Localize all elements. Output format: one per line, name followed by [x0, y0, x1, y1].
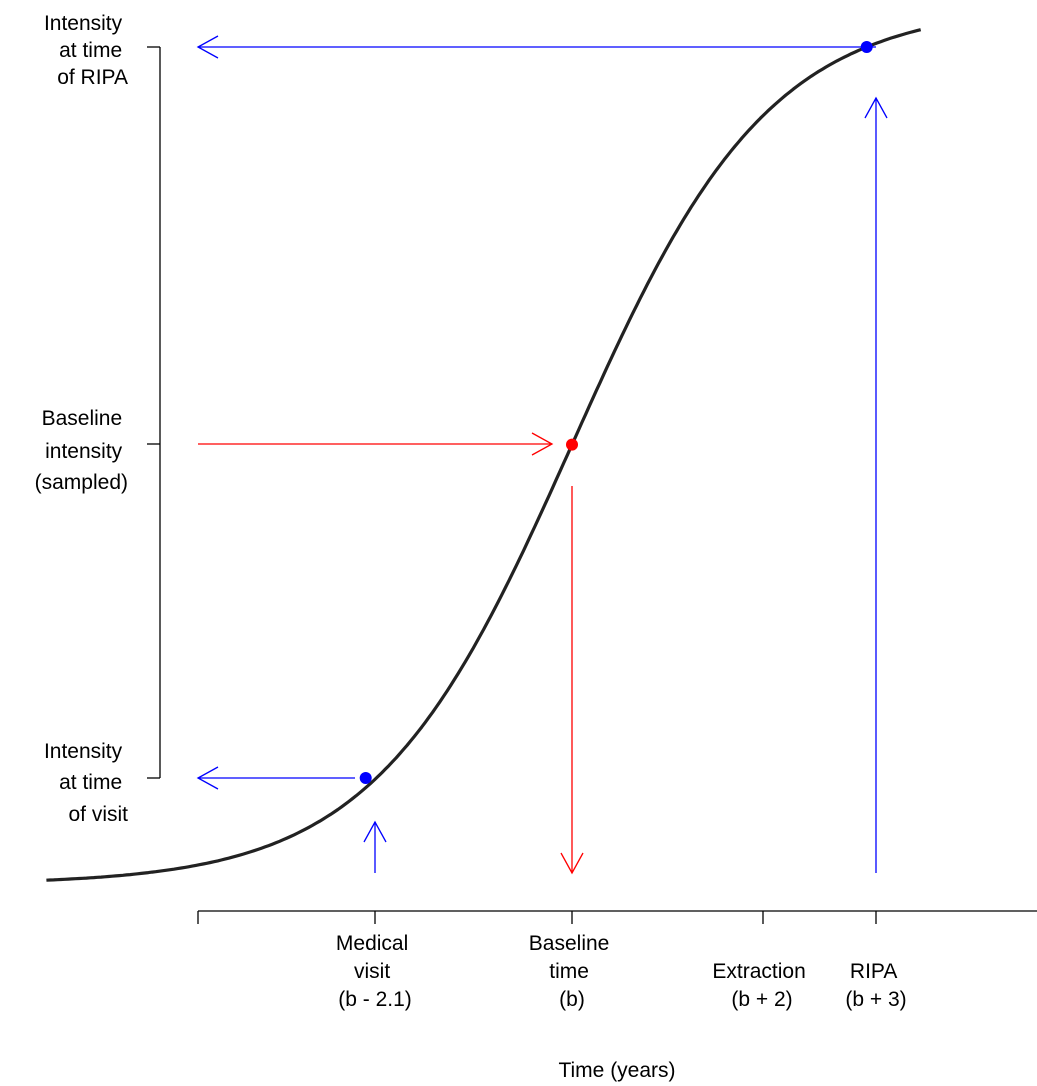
x-tick-label-line: time — [549, 960, 589, 983]
y-tick-label-line: intensity — [45, 440, 123, 463]
y-tick-label-line: of RIPA — [57, 66, 128, 89]
x-axis: Medical visit (b - 2.1) Baseline time (b… — [197, 910, 1037, 1082]
y-tick-label-line: Intensity — [44, 12, 123, 35]
x-tick-label-line: visit — [354, 960, 390, 983]
point-visit — [359, 772, 372, 784]
x-tick-label-line: (b) — [559, 988, 585, 1011]
x-tick-label-line: Baseline — [529, 932, 610, 955]
arrows — [196, 35, 888, 875]
y-tick-label-line: Baseline — [42, 407, 123, 430]
x-tick-label-baseline: Baseline time (b) — [529, 932, 615, 1011]
logistic-curve — [46, 28, 922, 882]
x-tick-label-ripa: RIPA (b + 3) — [845, 960, 906, 1011]
x-axis-title: Time (years) — [558, 1059, 675, 1082]
x-tick-label-line: (b + 3) — [845, 988, 906, 1011]
x-tick-label-line: RIPA — [850, 960, 897, 983]
x-tick-label-line: Medical — [336, 932, 408, 955]
y-tick-label-baseline: Baseline intensity (sampled) — [35, 407, 128, 494]
data-points — [359, 41, 873, 784]
y-axis: Intensity at time of RIPA Baseline inten… — [35, 12, 161, 826]
x-tick-label-line: (b - 2.1) — [338, 988, 412, 1011]
x-tick-label-line: Extraction — [712, 960, 805, 983]
y-tick-label-line: Intensity — [44, 740, 123, 763]
y-tick-label-line: (sampled) — [35, 471, 128, 494]
x-tick-label-line: (b + 2) — [731, 988, 792, 1011]
y-tick-label-visit: Intensity at time of visit — [44, 740, 128, 826]
x-tick-label-visit: Medical visit (b - 2.1) — [336, 932, 414, 1011]
y-tick-label-line: at time — [59, 771, 122, 794]
y-tick-label-ripa: Intensity at time of RIPA — [44, 12, 128, 89]
y-tick-label-line: of visit — [68, 803, 128, 826]
point-ripa — [860, 41, 873, 53]
y-tick-label-line: at time — [59, 39, 122, 62]
point-baseline — [566, 438, 578, 451]
x-tick-label-extraction: Extraction (b + 2) — [712, 960, 811, 1011]
